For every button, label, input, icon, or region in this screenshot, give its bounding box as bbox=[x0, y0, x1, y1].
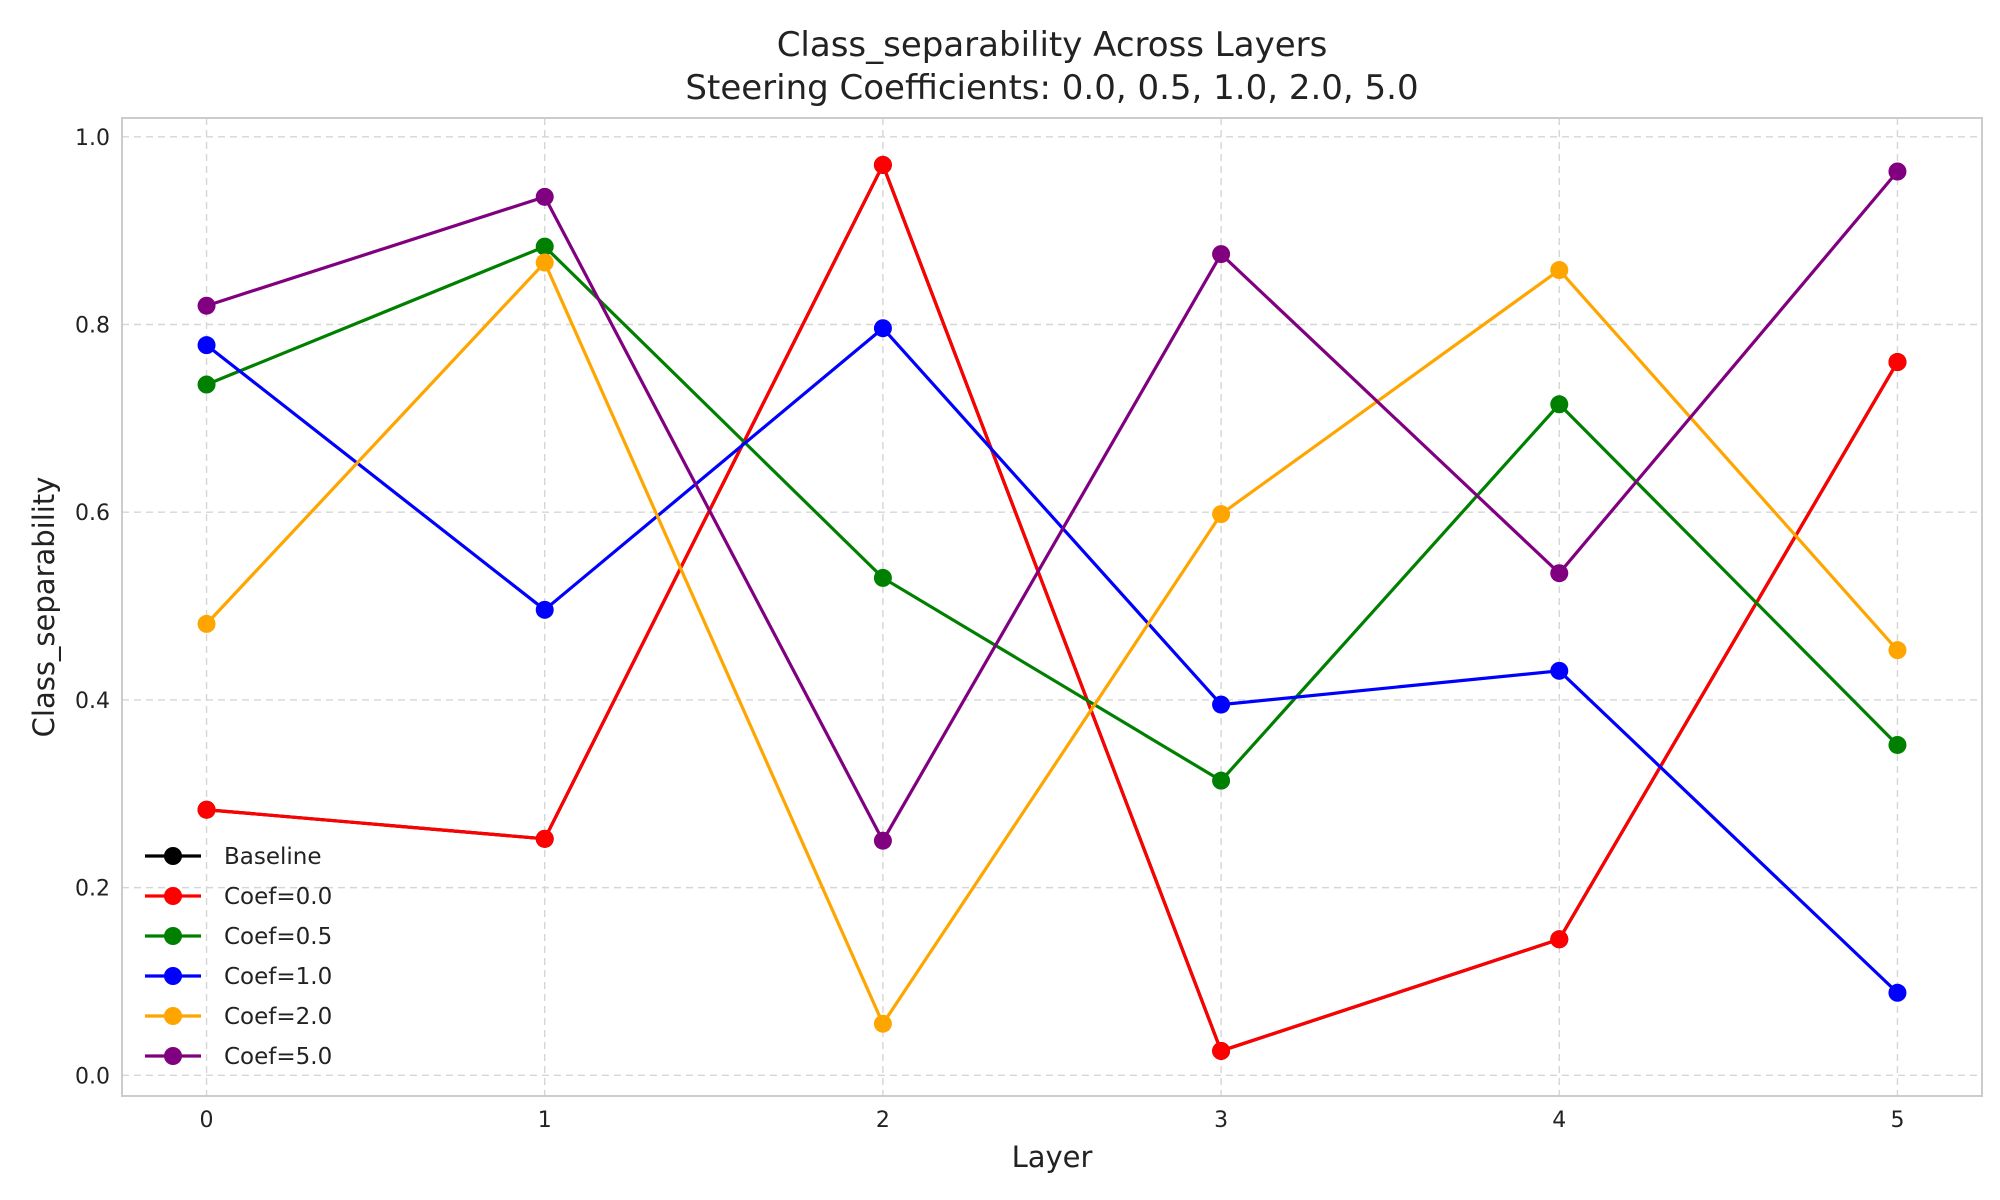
x-tick-label: 0 bbox=[200, 1108, 214, 1133]
x-axis-label: Layer bbox=[1012, 1140, 1093, 1174]
legend-label: Coef=0.0 bbox=[224, 884, 332, 910]
series-coef-0-5 bbox=[197, 237, 1907, 790]
data-point bbox=[1888, 735, 1907, 754]
data-point bbox=[1550, 564, 1569, 583]
x-tick-label: 1 bbox=[538, 1108, 552, 1133]
series-line bbox=[205, 244, 1899, 783]
x-tick-label: 3 bbox=[1214, 1108, 1228, 1133]
data-point bbox=[1550, 661, 1569, 680]
plot-frame bbox=[121, 117, 1983, 1097]
legend-marker bbox=[164, 1007, 182, 1025]
data-point bbox=[197, 614, 216, 633]
legend-marker bbox=[164, 927, 182, 945]
x-tick-label: 5 bbox=[1890, 1108, 1904, 1133]
data-point bbox=[535, 600, 554, 619]
y-tick-label: 0.4 bbox=[75, 689, 110, 714]
legend-label: Coef=5.0 bbox=[224, 1044, 332, 1070]
legend-item: Baseline bbox=[145, 844, 322, 870]
x-tick-label: 4 bbox=[1552, 1108, 1566, 1133]
data-point bbox=[873, 155, 892, 174]
data-point bbox=[1888, 162, 1907, 181]
legend-item: Coef=2.0 bbox=[145, 1004, 332, 1030]
data-point bbox=[1888, 983, 1907, 1002]
y-tick-label: 0.0 bbox=[75, 1064, 110, 1089]
legend-marker bbox=[164, 967, 182, 985]
legend-label: Coef=1.0 bbox=[224, 964, 332, 990]
data-point bbox=[197, 375, 216, 394]
legend-item: Coef=5.0 bbox=[145, 1044, 332, 1070]
data-point bbox=[873, 319, 892, 338]
legend-label: Baseline bbox=[224, 844, 322, 870]
y-axis-label: Class_separability bbox=[27, 477, 61, 738]
grid bbox=[122, 118, 1982, 1096]
x-tick-label: 2 bbox=[876, 1108, 890, 1133]
data-point bbox=[1212, 245, 1231, 264]
chart-subtitle: Steering Coefficients: 0.0, 0.5, 1.0, 2.… bbox=[685, 68, 1418, 108]
legend-marker bbox=[164, 887, 182, 905]
legend-item: Coef=0.5 bbox=[145, 924, 332, 950]
data-point bbox=[1212, 1041, 1231, 1060]
data-point bbox=[1888, 641, 1907, 660]
legend-marker bbox=[164, 1047, 182, 1065]
data-point bbox=[1888, 353, 1907, 372]
series-line bbox=[205, 260, 1899, 1026]
data-point bbox=[1212, 695, 1231, 714]
series-coef-1-0 bbox=[197, 319, 1907, 1002]
legend: Baseline Coef=0.0 Coef=0.5 Coef=1.0 Coef=2.0… bbox=[145, 844, 332, 1070]
data-point bbox=[873, 1014, 892, 1033]
legend-label: Coef=2.0 bbox=[224, 1004, 332, 1030]
series-coef-2-0 bbox=[197, 253, 1907, 1033]
tick-labels: 0 1 2 3 4 5 0.0 0.2 0.4 0.6 0.8 1.0 bbox=[75, 126, 1904, 1133]
series-coef-0-0 bbox=[197, 155, 1907, 1060]
series-group bbox=[197, 155, 1907, 1060]
y-tick-label: 0.8 bbox=[75, 313, 110, 338]
legend-marker bbox=[164, 847, 182, 865]
data-point bbox=[1550, 261, 1569, 280]
data-point bbox=[873, 568, 892, 587]
data-point bbox=[535, 237, 554, 256]
data-point bbox=[535, 187, 554, 206]
data-point bbox=[1212, 505, 1231, 524]
series-line bbox=[205, 326, 1899, 994]
data-point bbox=[1212, 771, 1231, 790]
data-point bbox=[535, 829, 554, 848]
data-point bbox=[535, 253, 554, 272]
data-point bbox=[197, 296, 216, 315]
series-line bbox=[206, 163, 1899, 1053]
legend-item: Coef=1.0 bbox=[145, 964, 332, 990]
legend-label: Coef=0.5 bbox=[224, 924, 332, 950]
legend-item: Coef=0.0 bbox=[145, 884, 332, 910]
series-coef-5-0 bbox=[197, 162, 1907, 850]
series-line bbox=[206, 170, 1899, 843]
y-tick-label: 0.2 bbox=[75, 877, 110, 902]
data-point bbox=[1550, 395, 1569, 414]
data-point bbox=[873, 831, 892, 850]
chart-title: Class_separability Across Layers bbox=[777, 25, 1328, 65]
y-tick-label: 0.6 bbox=[75, 501, 110, 526]
data-point bbox=[1550, 930, 1569, 949]
y-tick-label: 1.0 bbox=[75, 126, 110, 151]
data-point bbox=[197, 800, 216, 819]
data-point bbox=[197, 336, 216, 355]
